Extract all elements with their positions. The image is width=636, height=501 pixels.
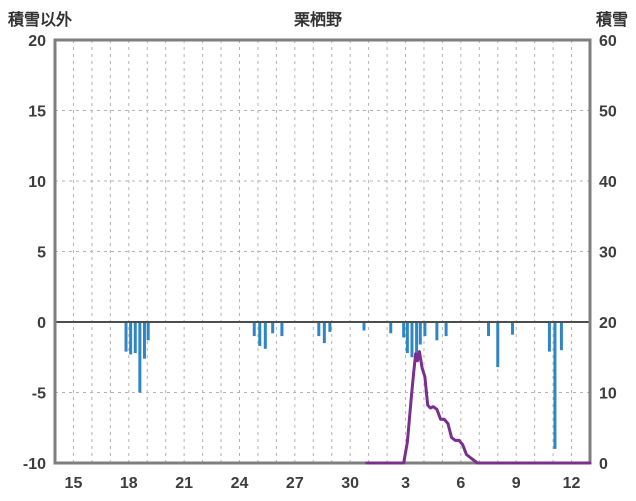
left-tick-label: -10	[23, 456, 46, 473]
left-tick-label: -5	[32, 386, 46, 403]
right-tick-label: 60	[599, 33, 617, 50]
x-tick-label: 21	[175, 475, 193, 492]
left-tick-label: 10	[28, 174, 46, 191]
left-tick-label: 15	[28, 104, 46, 121]
right-tick-label: 20	[599, 315, 617, 332]
right-tick-label: 10	[599, 386, 617, 403]
left-axis-title: 積雪以外	[8, 12, 73, 29]
left-tick-label: 0	[37, 315, 46, 332]
x-tick-label: 15	[65, 475, 83, 492]
left-tick-label: 5	[37, 245, 46, 262]
x-tick-label: 12	[563, 475, 581, 492]
right-axis-title: 積雪	[595, 12, 628, 29]
right-tick-label: 0	[599, 456, 608, 473]
x-tick-label: 27	[286, 475, 304, 492]
x-tick-label: 6	[456, 475, 465, 492]
left-tick-label: 20	[28, 33, 46, 50]
plot-frame	[53, 38, 592, 465]
right-tick-label: 40	[599, 174, 617, 191]
snow-depth-line	[365, 350, 592, 465]
right-tick-label: 30	[599, 245, 617, 262]
x-tick-label: 24	[231, 475, 249, 492]
x-tick-label: 30	[341, 475, 359, 492]
right-tick-label: 50	[599, 104, 617, 121]
chart-title: 栗栖野	[293, 12, 342, 29]
x-tick-label: 9	[512, 475, 521, 492]
x-tick-label: 18	[120, 475, 138, 492]
x-tick-label: 3	[401, 475, 410, 492]
